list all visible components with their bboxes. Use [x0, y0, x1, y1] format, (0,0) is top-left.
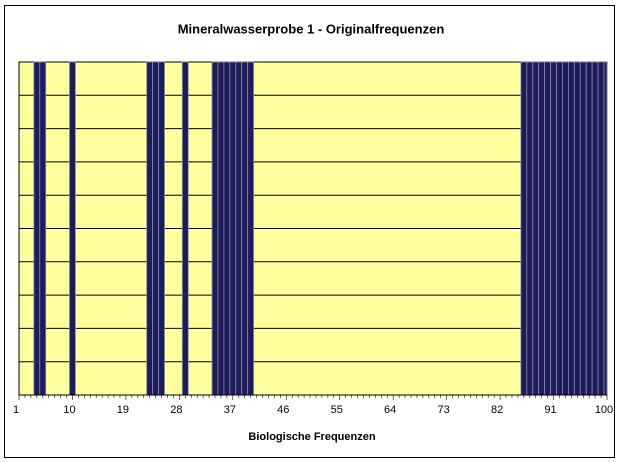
x-tick-label: 91: [544, 404, 556, 416]
bar: [544, 61, 551, 396]
x-tick-label: 64: [384, 404, 396, 416]
x-tick-label: 100: [595, 404, 613, 416]
bar: [567, 61, 575, 396]
bar: [585, 61, 593, 396]
bar: [603, 61, 608, 396]
x-tick-label: 46: [277, 404, 289, 416]
x-tick-label: 28: [170, 404, 182, 416]
bar: [146, 61, 154, 396]
bar: [217, 61, 225, 396]
bar: [235, 61, 243, 396]
bar: [69, 61, 76, 396]
bar: [538, 61, 546, 396]
bar: [591, 61, 599, 396]
bar: [241, 61, 249, 396]
x-tick-label: 19: [117, 404, 129, 416]
x-tick-label: 10: [63, 404, 75, 416]
bar: [579, 61, 587, 396]
bar: [247, 61, 255, 396]
bar: [152, 61, 159, 396]
x-tick-label: 55: [331, 404, 343, 416]
x-axis-title: Biologische Frequenzen: [248, 431, 375, 443]
bar: [550, 61, 557, 396]
bar: [532, 61, 540, 396]
bar: [556, 61, 563, 396]
bar: [597, 61, 605, 396]
bar: [39, 61, 47, 396]
bar: [229, 61, 237, 396]
x-tick-label: 1: [13, 404, 19, 416]
bar: [562, 61, 569, 396]
x-tick-label: 37: [224, 404, 236, 416]
chart-title: Mineralwasserprobe 1 - Originalfrequenze…: [178, 21, 445, 36]
bar: [520, 61, 528, 396]
bar: [33, 61, 41, 396]
x-tick-label: 82: [491, 404, 503, 416]
bar: [223, 61, 231, 396]
bar: [158, 61, 165, 396]
bar: [573, 61, 581, 396]
bar: [181, 61, 189, 396]
bar: [526, 61, 534, 396]
x-tick-label: 73: [438, 404, 450, 416]
bar: [211, 61, 219, 396]
